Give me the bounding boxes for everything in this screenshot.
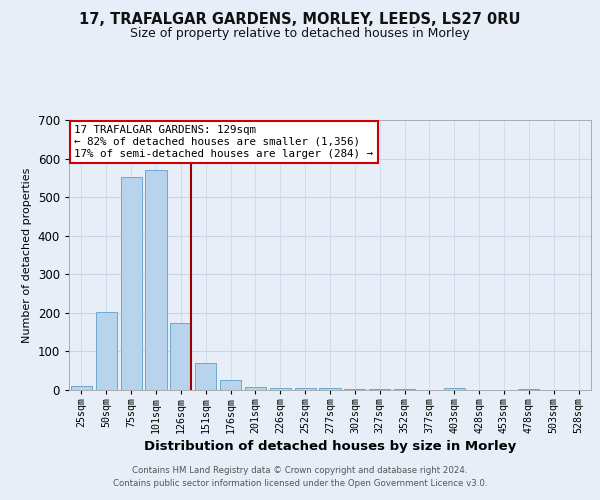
Text: 17 TRAFALGAR GARDENS: 129sqm
← 82% of detached houses are smaller (1,356)
17% of: 17 TRAFALGAR GARDENS: 129sqm ← 82% of de…	[74, 126, 373, 158]
Bar	[71, 386, 92, 390]
Bar	[295, 388, 316, 390]
Y-axis label: Number of detached properties: Number of detached properties	[22, 168, 32, 342]
Text: Contains HM Land Registry data © Crown copyright and database right 2024.
Contai: Contains HM Land Registry data © Crown c…	[113, 466, 487, 487]
Bar	[121, 176, 142, 390]
Bar	[344, 389, 365, 390]
Bar	[96, 312, 117, 390]
Bar	[394, 389, 415, 390]
Bar	[220, 380, 241, 390]
Bar	[145, 170, 167, 390]
Bar	[270, 388, 291, 390]
Text: 17, TRAFALGAR GARDENS, MORLEY, LEEDS, LS27 0RU: 17, TRAFALGAR GARDENS, MORLEY, LEEDS, LS…	[79, 12, 521, 28]
Bar	[444, 388, 465, 390]
Bar	[170, 322, 191, 390]
Text: Size of property relative to detached houses in Morley: Size of property relative to detached ho…	[130, 28, 470, 40]
Bar	[369, 389, 390, 390]
Bar	[245, 387, 266, 390]
Bar	[319, 388, 341, 390]
X-axis label: Distribution of detached houses by size in Morley: Distribution of detached houses by size …	[144, 440, 516, 453]
Bar	[518, 389, 539, 390]
Bar	[195, 363, 216, 390]
